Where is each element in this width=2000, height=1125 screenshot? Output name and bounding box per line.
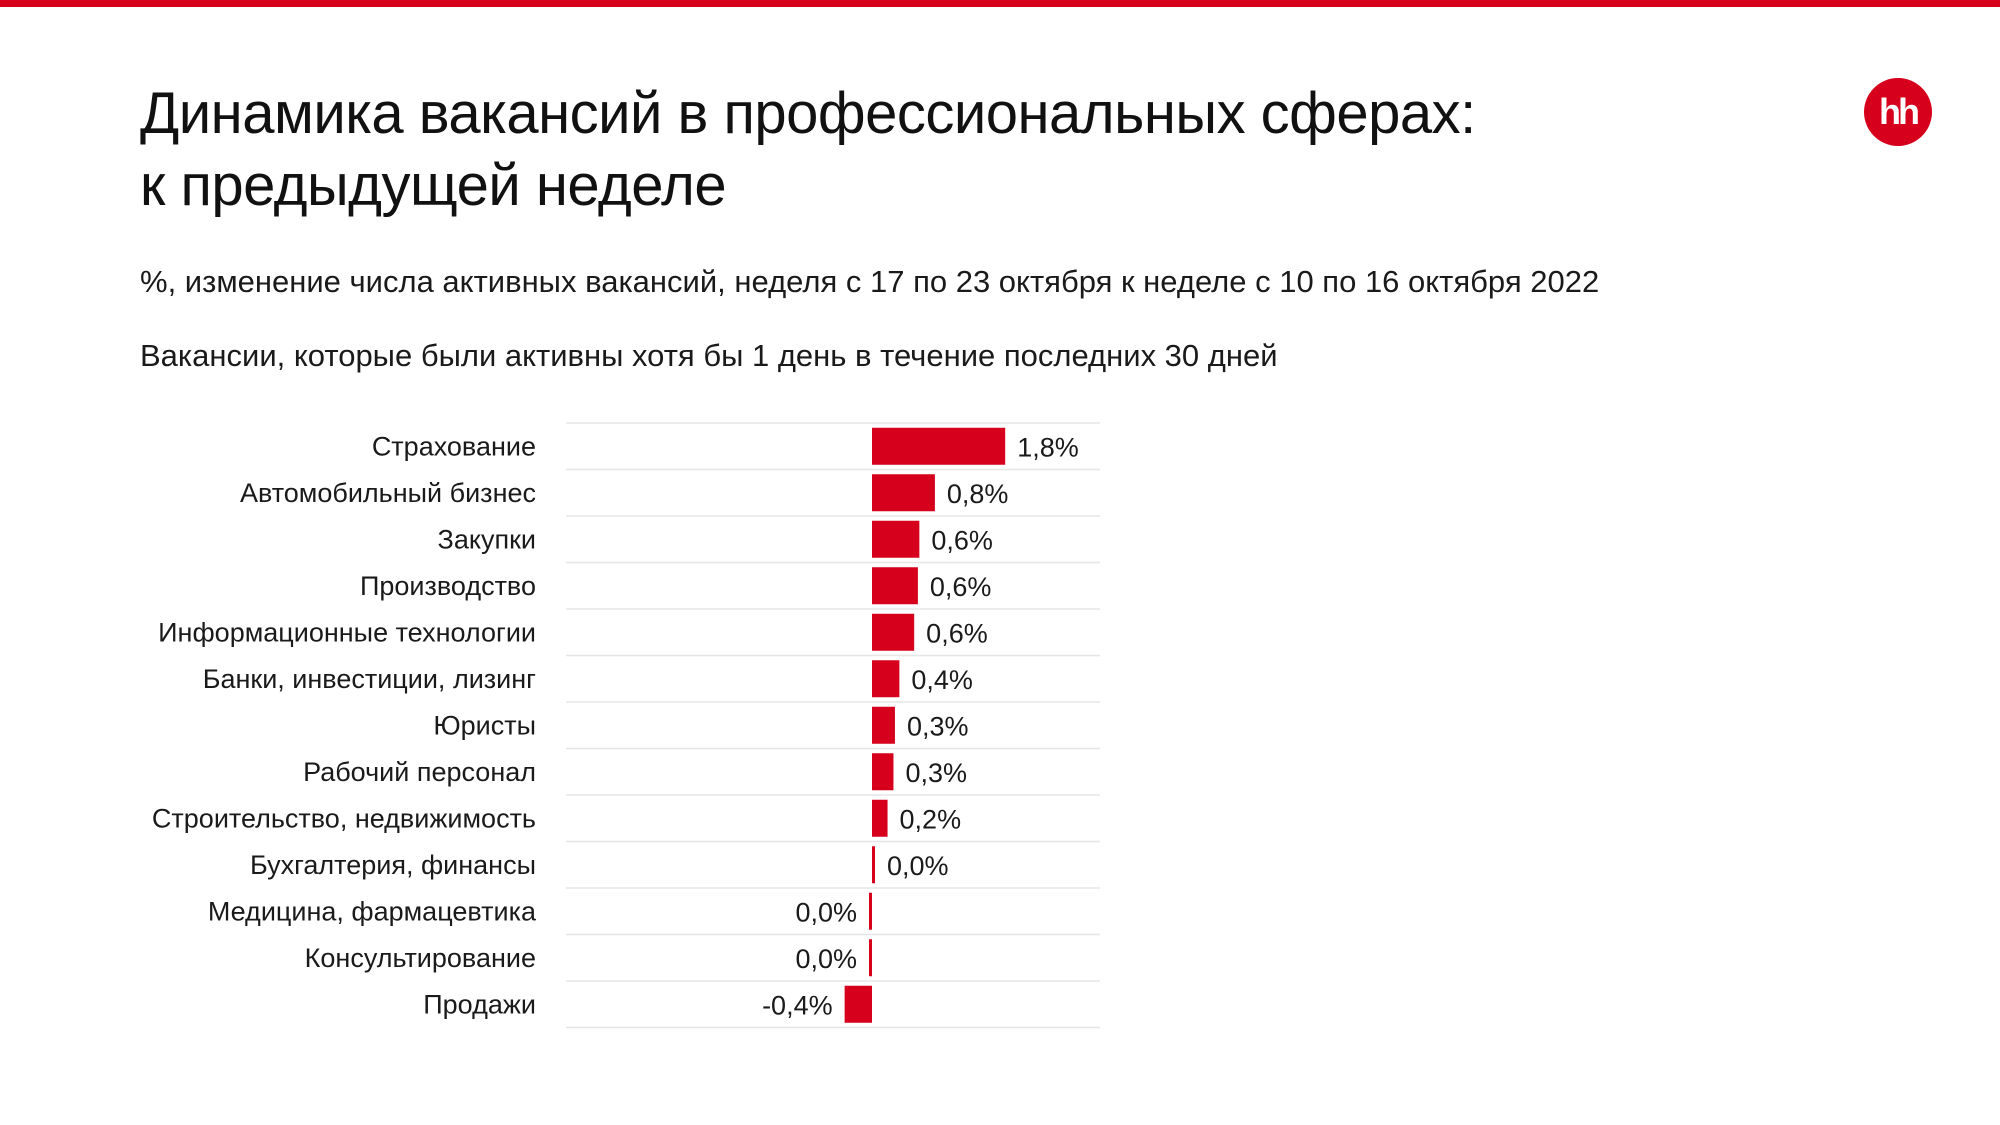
category-label: Продажи [423,989,536,1019]
category-label: Строительство, недвижимость [152,803,536,833]
category-label: Юристы [433,710,536,740]
value-label: 0,0% [795,944,857,974]
bar [872,706,895,744]
category-label: Банки, инвестиции, лизинг [203,664,536,694]
value-label: -0,4% [762,990,833,1020]
bar [872,846,875,884]
value-label: 1,8% [1017,432,1079,462]
bar [872,753,894,791]
bar [872,520,920,558]
category-label: Страхование [372,431,536,461]
category-label: Производство [360,571,536,601]
category-label: Бухгалтерия, финансы [250,850,536,880]
page-title-line-2: к предыдущей неделе [140,153,727,218]
bar [872,567,918,605]
page-title-line-1: Динамика вакансий в профессиональных сфе… [140,81,1476,146]
category-label: Консультирование [305,943,536,973]
value-label: 0,8% [947,479,1009,509]
category-label: Закупки [438,524,536,554]
bar [869,892,872,930]
value-label: 0,6% [931,525,993,555]
value-label: 0,3% [907,711,969,741]
value-label: 0,0% [795,897,857,927]
bar [872,427,1006,465]
page-title: Динамика вакансий в профессиональных сфе… [140,78,1740,222]
value-label: 0,6% [926,618,988,648]
bar [872,799,888,837]
bar [872,660,900,698]
value-label: 0,3% [905,758,967,788]
category-label: Автомобильный бизнес [240,478,536,508]
hh-logo: hh [1864,78,1932,146]
chart-note: Вакансии, которые были активны хотя бы 1… [140,338,1278,373]
value-label: 0,6% [930,572,992,602]
bar [869,939,872,977]
category-label: Информационные технологии [158,617,536,647]
category-label: Рабочий персонал [303,757,536,787]
category-label: Медицина, фармацевтика [208,896,537,926]
value-label: 0,2% [900,804,962,834]
bar [844,985,872,1023]
bar [872,474,935,512]
bar [872,613,915,651]
value-label: 0,0% [887,851,949,881]
chart-subtitle: %, изменение числа активных вакансий, не… [140,264,1600,299]
value-label: 0,4% [911,665,973,695]
top-accent-bar [0,0,2000,7]
